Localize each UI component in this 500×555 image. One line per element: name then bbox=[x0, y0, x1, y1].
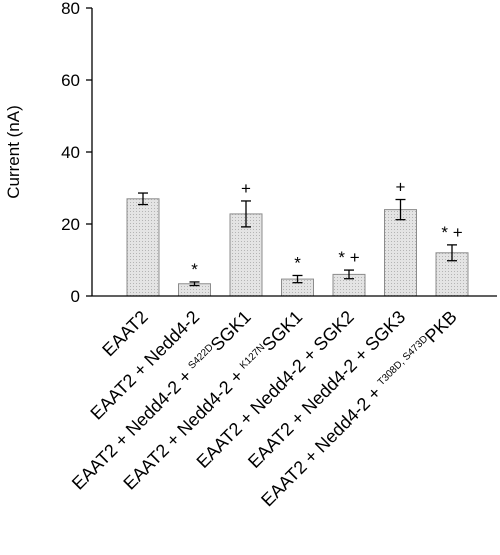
bar-1 bbox=[126, 198, 160, 297]
error-bar-5 bbox=[344, 269, 354, 280]
error-bar-2 bbox=[189, 281, 200, 287]
significance-marker-7: * + bbox=[441, 223, 462, 242]
y-tick-label-40: 40 bbox=[61, 143, 80, 162]
y-tick-label-60: 60 bbox=[61, 71, 80, 90]
error-bar-3 bbox=[241, 200, 251, 228]
error-bar-6 bbox=[395, 198, 406, 221]
y-axis-title: Current (nA) bbox=[4, 105, 23, 199]
error-bar-7 bbox=[447, 244, 457, 262]
y-tick-label-0: 0 bbox=[71, 287, 80, 306]
error-bar-1 bbox=[138, 192, 148, 206]
significance-marker-4: * bbox=[294, 253, 301, 272]
significance-marker-2: * bbox=[191, 260, 198, 279]
bar-6 bbox=[384, 209, 417, 297]
significance-marker-3: + bbox=[241, 179, 251, 198]
error-bar-4 bbox=[292, 274, 303, 284]
y-tick-label-80: 80 bbox=[61, 0, 80, 18]
y-tick-label-20: 20 bbox=[61, 215, 80, 234]
significance-marker-5: * + bbox=[338, 248, 359, 267]
error-bars-layer bbox=[138, 192, 457, 287]
axes-layer bbox=[86, 7, 497, 297]
significance-marker-6: + bbox=[396, 178, 406, 197]
